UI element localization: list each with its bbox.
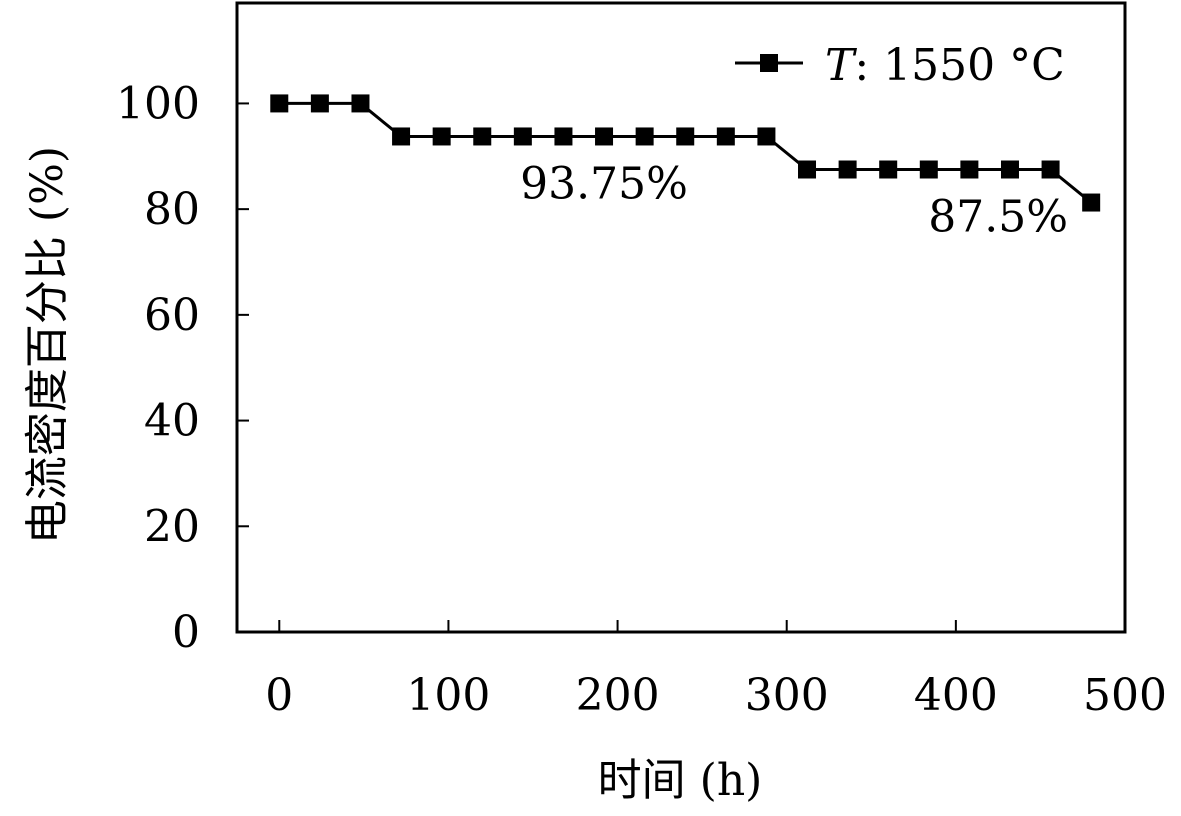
data-point (879, 160, 898, 179)
value-annotation: 93.75% (520, 158, 688, 209)
data-point (1041, 160, 1060, 179)
legend-label-rest: : 1550 °C (854, 40, 1064, 91)
series-layer (270, 94, 1101, 212)
y-axis-title: 电流密度百分比 (%) (22, 146, 73, 544)
y-axis: 0 20 40 60 80 100 (116, 78, 249, 658)
data-point (473, 127, 492, 146)
x-tick-label: 300 (745, 670, 829, 721)
data-point (919, 160, 938, 179)
data-point (392, 127, 411, 146)
x-tick-label: 400 (914, 670, 998, 721)
data-point (1082, 193, 1101, 212)
x-tick-label: 0 (265, 670, 293, 721)
y-tick-label: 60 (144, 290, 200, 341)
y-tick-label: 0 (172, 607, 200, 658)
y-tick-label: 20 (144, 501, 200, 552)
legend-marker (760, 54, 778, 72)
data-point (432, 127, 451, 146)
data-point (757, 127, 776, 146)
y-tick-label: 80 (144, 184, 200, 235)
data-point (838, 160, 857, 179)
data-point (635, 127, 654, 146)
data-point (351, 94, 370, 113)
x-tick-label: 200 (576, 670, 660, 721)
y-tick-label: 100 (116, 78, 200, 129)
data-point (1000, 160, 1019, 179)
x-tick-label: 500 (1083, 670, 1167, 721)
data-point (798, 160, 817, 179)
data-point (960, 160, 979, 179)
data-point (310, 94, 329, 113)
data-point (595, 127, 614, 146)
legend-label-italic: T (825, 40, 858, 91)
y-tick-label: 40 (144, 396, 200, 447)
annotation-layer: 93.75% 87.5% (520, 158, 1068, 242)
x-axis-title: 时间 (h) (598, 755, 763, 806)
data-point (554, 127, 573, 146)
data-point (270, 94, 289, 113)
x-axis: 0 100 200 300 400 500 (265, 620, 1167, 721)
data-point (513, 127, 532, 146)
value-annotation: 87.5% (928, 192, 1068, 243)
legend: T: 1550 °C (735, 40, 1065, 91)
legend-label: T: 1550 °C (825, 40, 1065, 91)
x-tick-label: 100 (406, 670, 490, 721)
data-point (676, 127, 695, 146)
data-point (716, 127, 735, 146)
plot-frame (235, 1, 1127, 634)
